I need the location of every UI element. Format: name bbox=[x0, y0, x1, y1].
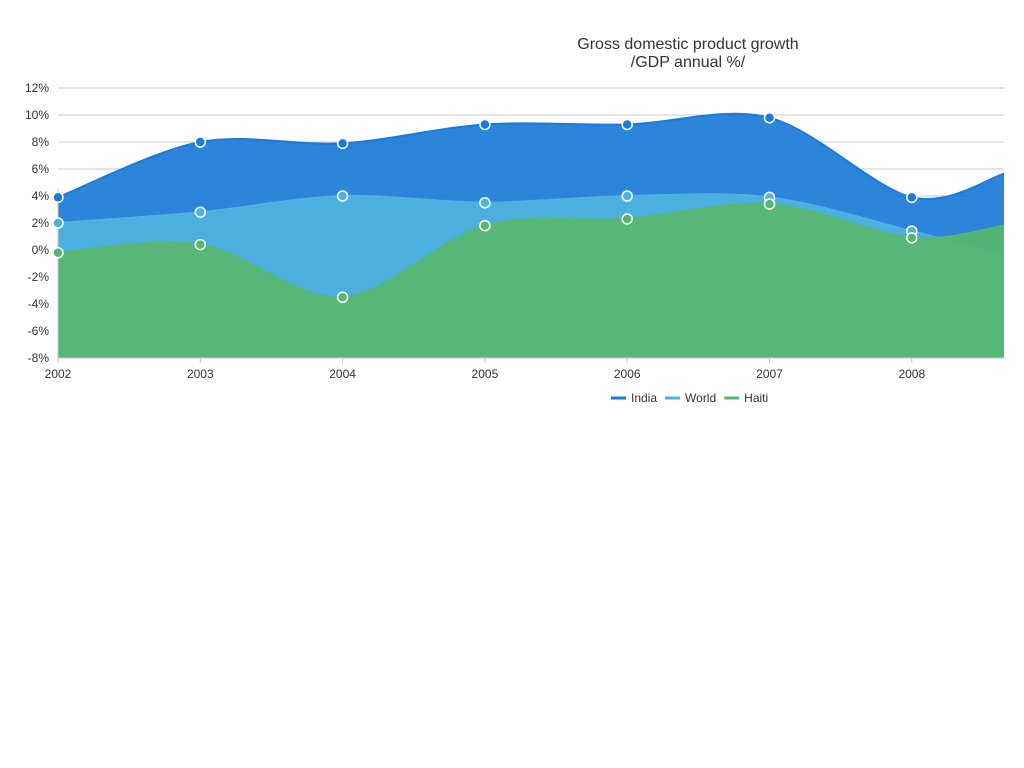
y-tick-label: -2% bbox=[28, 270, 50, 284]
chart-title: Gross domestic product growth /GDP annua… bbox=[577, 36, 798, 71]
legend-label: World bbox=[685, 391, 716, 405]
chart-title-line-2: /GDP annual %/ bbox=[631, 54, 746, 71]
series-area-haiti bbox=[58, 203, 1004, 358]
data-point-india[interactable] bbox=[621, 118, 633, 131]
y-tick-label: -6% bbox=[28, 324, 50, 338]
data-point-haiti[interactable] bbox=[763, 198, 776, 210]
x-tick-label: 2008 bbox=[898, 367, 925, 381]
data-point-world[interactable] bbox=[52, 217, 64, 229]
chart-title-line-1: Gross domestic product growth bbox=[577, 36, 798, 53]
data-point-haiti[interactable] bbox=[906, 232, 918, 244]
data-point-world[interactable] bbox=[479, 197, 491, 209]
y-tick-label: 10% bbox=[25, 108, 49, 122]
y-tick-label: 0% bbox=[32, 243, 50, 257]
data-point-world[interactable] bbox=[621, 190, 633, 202]
data-point-world[interactable] bbox=[336, 190, 349, 202]
data-point-india[interactable] bbox=[763, 111, 776, 124]
y-tick-label: 2% bbox=[32, 216, 50, 230]
y-tick-label: 8% bbox=[32, 135, 50, 149]
y-tick-label: -4% bbox=[28, 297, 50, 311]
data-point-india[interactable] bbox=[336, 137, 349, 150]
series-areas bbox=[57, 112, 1005, 358]
legend[interactable]: India World Haiti bbox=[611, 391, 768, 405]
y-tick-label: 6% bbox=[32, 162, 50, 176]
x-tick-label: 2005 bbox=[472, 367, 499, 381]
data-point-india[interactable] bbox=[52, 191, 64, 204]
series-line-haiti bbox=[57, 202, 1005, 299]
data-point-india[interactable] bbox=[194, 136, 207, 148]
data-point-haiti[interactable] bbox=[194, 238, 207, 251]
y-tick-label: 4% bbox=[32, 189, 50, 203]
y-tick-label: -8% bbox=[28, 351, 50, 365]
y-axis: 12% 10% 8% 6% 4% 2% 0% -2% -4% -6% -8% bbox=[25, 81, 49, 365]
data-point-haiti[interactable] bbox=[479, 219, 491, 232]
legend-label: Haiti bbox=[744, 391, 768, 405]
data-point-haiti[interactable] bbox=[336, 291, 349, 303]
series-line-world bbox=[57, 193, 1005, 257]
x-tick-label: 2004 bbox=[329, 367, 356, 381]
legend-item-haiti[interactable]: Haiti bbox=[724, 391, 768, 405]
x-tick-label: 2007 bbox=[756, 367, 783, 381]
data-point-world[interactable] bbox=[194, 206, 207, 218]
x-tick-label: 2002 bbox=[45, 367, 72, 381]
x-axis: 2002 2003 2004 2005 2006 2007 2008 bbox=[45, 188, 1004, 381]
data-point-haiti[interactable] bbox=[621, 213, 633, 225]
y-tick-label: 12% bbox=[25, 81, 49, 95]
data-points bbox=[52, 111, 918, 303]
data-point-india[interactable] bbox=[479, 118, 491, 131]
legend-item-india[interactable]: India bbox=[611, 391, 657, 405]
x-tick-label: 2006 bbox=[614, 367, 641, 381]
series-line-india bbox=[57, 112, 1005, 200]
data-point-india[interactable] bbox=[906, 191, 918, 204]
data-point-haiti[interactable] bbox=[52, 246, 64, 259]
legend-label: India bbox=[631, 391, 657, 405]
x-tick-label: 2003 bbox=[187, 367, 214, 381]
legend-item-world[interactable]: World bbox=[665, 391, 716, 405]
